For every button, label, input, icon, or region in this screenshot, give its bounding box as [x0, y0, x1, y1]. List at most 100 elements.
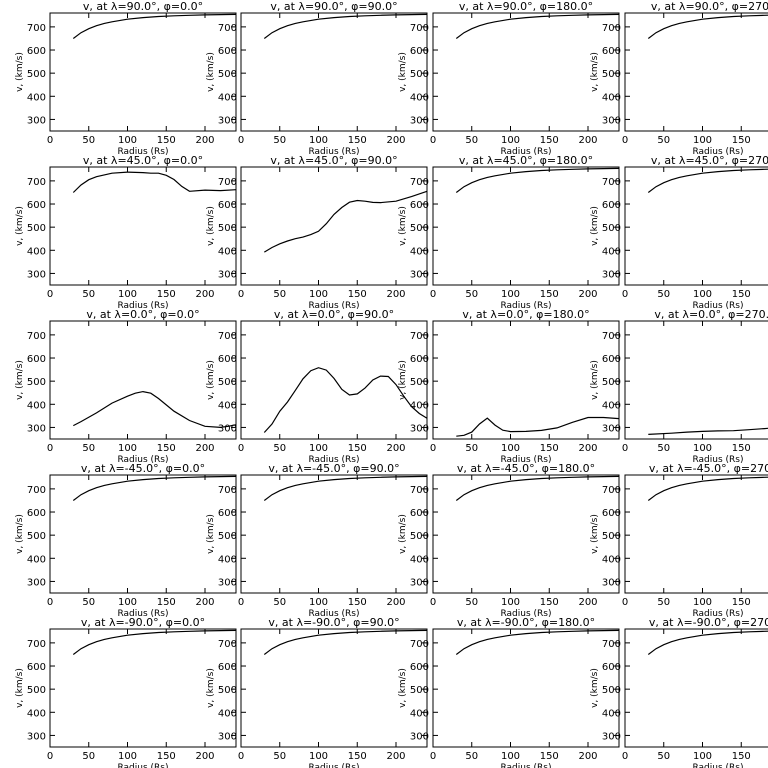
x-tick-label: 200 [386, 751, 405, 762]
y-tick-label: 400 [602, 554, 621, 565]
panel-title: v, at λ=0.0°, φ=90.0° [274, 308, 394, 321]
x-tick-label: 150 [348, 289, 367, 300]
x-tick-label: 150 [540, 135, 559, 146]
y-tick-label: 500 [602, 531, 621, 542]
x-tick-label: 100 [309, 135, 328, 146]
x-tick-label: 0 [238, 443, 244, 454]
panel-title: v, at λ=0.0°, φ=270.0° [654, 308, 768, 321]
series-line [455, 13, 620, 39]
series-line [456, 416, 620, 437]
plot-frame [49, 320, 237, 440]
panel-3-0: v, at λ=-45.0°, φ=0.0° 0 50 100 150 200 300 400… [15, 462, 237, 619]
y-tick-label: 500 [218, 685, 237, 696]
y-tick-label: 400 [218, 708, 237, 719]
y-tick-label: 400 [602, 400, 621, 411]
y-tick-label: 400 [410, 400, 429, 411]
x-tick-label: 50 [82, 443, 95, 454]
plot-frame [624, 320, 768, 440]
y-tick-label: 300 [27, 577, 46, 588]
y-tick-label: 700 [27, 331, 46, 342]
series-line [648, 427, 768, 435]
x-tick-label: 0 [622, 135, 628, 146]
x-tick-label: 50 [465, 443, 478, 454]
x-tick-label: 150 [732, 289, 751, 300]
x-tick-label: 150 [157, 751, 176, 762]
y-tick-label: 600 [410, 508, 429, 519]
x-tick-label: 100 [118, 443, 137, 454]
x-tick-label: 100 [501, 135, 520, 146]
y-tick-label: 600 [27, 662, 46, 673]
panel-title: v, at λ=45.0°, φ=0.0° [83, 154, 203, 167]
panel-1-3: v, at λ=45.0°, φ=270.0°05010015020030040… [590, 154, 768, 311]
x-tick-label: 0 [238, 597, 244, 608]
panel-title: v, at λ=-45.0°, φ=0.0° [81, 462, 205, 475]
y-tick-label: 700 [410, 485, 429, 496]
x-tick-label: 150 [540, 751, 559, 762]
x-tick-label: 100 [501, 443, 520, 454]
x-axis-label: Radius (Rs) [117, 301, 168, 311]
plot-frame [240, 12, 428, 132]
series-line [647, 630, 768, 655]
plot-frame [432, 320, 620, 440]
y-tick-label: 600 [602, 200, 621, 211]
y-tick-label: 600 [602, 354, 621, 365]
panel-title: v, at λ=45.0°, φ=270.0° [651, 154, 768, 167]
y-tick-label: 300 [27, 423, 46, 434]
x-axis-label: Radius (Rs) [117, 147, 168, 157]
x-tick-label: 150 [157, 597, 176, 608]
x-tick-label: 150 [732, 597, 751, 608]
series-line [455, 167, 620, 193]
x-tick-label: 50 [465, 289, 478, 300]
panel-4-0: v, at λ=-90.0°, φ=0.0° 0 50 100 150 200 300 400… [15, 616, 237, 768]
series-line [263, 190, 428, 253]
y-tick-label: 700 [602, 639, 621, 650]
y-tick-label: 400 [602, 246, 621, 257]
y-tick-label: 600 [602, 662, 621, 673]
y-tick-label: 700 [410, 331, 429, 342]
panel-0-1: v, at λ=90.0°, φ=90.0° 0 50 100 150 200 300 400… [206, 0, 428, 157]
x-tick-label: 200 [195, 289, 214, 300]
y-tick-label: 600 [218, 46, 237, 57]
x-tick-label: 50 [657, 289, 670, 300]
panel-title: v, at λ=45.0°, φ=180.0° [459, 154, 593, 167]
plot-frame [240, 320, 428, 440]
x-tick-label: 200 [578, 289, 597, 300]
x-axis-label: Radius (Rs) [692, 301, 743, 311]
plot-frame [49, 12, 237, 132]
y-tick-label: 500 [602, 223, 621, 234]
y-tick-label: 700 [410, 23, 429, 34]
y-tick-label: 700 [27, 177, 46, 188]
x-axis-label: Radius (Rs) [308, 609, 359, 619]
x-tick-label: 200 [195, 443, 214, 454]
x-tick-label: 150 [348, 443, 367, 454]
x-axis-label: Radius (Rs) [117, 609, 168, 619]
y-tick-label: 300 [602, 115, 621, 126]
y-axis-label: v, (km/s) [398, 52, 408, 92]
x-tick-label: 0 [238, 135, 244, 146]
panel-title: v, at λ=0.0°, φ=0.0° [86, 308, 199, 321]
x-tick-label: 50 [657, 751, 670, 762]
y-tick-label: 600 [410, 46, 429, 57]
y-tick-label: 600 [410, 662, 429, 673]
x-tick-label: 50 [465, 751, 478, 762]
panel-title: v, at λ=90.0°, φ=90.0° [270, 0, 397, 13]
y-tick-label: 700 [218, 177, 237, 188]
x-tick-label: 100 [693, 443, 712, 454]
y-tick-label: 400 [218, 246, 237, 257]
y-tick-label: 500 [602, 685, 621, 696]
y-tick-label: 700 [602, 331, 621, 342]
y-tick-label: 300 [218, 423, 237, 434]
plot-frame [624, 628, 768, 748]
y-axis-label: v, (km/s) [15, 668, 25, 708]
y-tick-label: 600 [218, 662, 237, 673]
x-tick-label: 100 [501, 751, 520, 762]
y-tick-label: 700 [27, 639, 46, 650]
x-tick-label: 50 [82, 751, 95, 762]
x-axis-label: Radius (Rs) [692, 763, 743, 768]
x-axis-label: Radius (Rs) [117, 455, 168, 465]
x-tick-label: 100 [309, 597, 328, 608]
x-axis-label: Radius (Rs) [308, 147, 359, 157]
series-line [455, 475, 620, 501]
y-tick-label: 400 [602, 708, 621, 719]
y-tick-label: 300 [410, 269, 429, 280]
